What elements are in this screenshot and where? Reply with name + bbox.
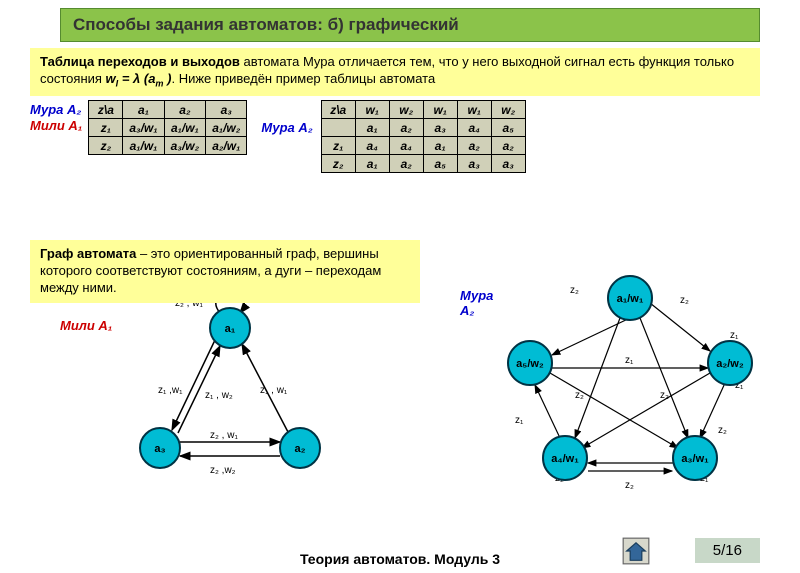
- svg-text:a₂: a₂: [294, 443, 305, 455]
- svg-text:z₂ , w₁: z₂ , w₁: [210, 430, 238, 441]
- description-box: Таблица переходов и выходов автомата Мур…: [30, 48, 760, 96]
- svg-text:z₂: z₂: [570, 285, 579, 296]
- mealy-graph: z₂ , w₁ z₁ ,w₁ z₁ , w₂ z₁ , w₁ z₂ , w₁ z…: [120, 298, 380, 508]
- mili-graph-label: Мили A₁: [60, 318, 112, 333]
- mura-label-2: Мура A₂: [261, 120, 312, 135]
- svg-text:z₁: z₁: [730, 330, 739, 341]
- table-mura: z\aw₁w₂w₁w₁w₂a₁a₂a₃a₄a₅z₁a₄a₄a₁a₂a₂z₂a₁a…: [321, 100, 526, 173]
- page-number: 5/16: [695, 538, 760, 563]
- svg-text:z₂: z₂: [575, 390, 584, 401]
- tables-row: Мура A₂ Мили A₁ z\aa₁a₂a₃z₁a₃/w₁a₁/w₁a₁/…: [30, 100, 800, 173]
- svg-text:z₁: z₁: [515, 415, 524, 426]
- table-mili: z\aa₁a₂a₃z₁a₃/w₁a₁/w₁a₁/w₂z₂a₁/w₁a₃/w₂a₂…: [88, 100, 247, 155]
- graph-definition-note: Граф автомата – это ориентированный граф…: [30, 240, 420, 303]
- svg-text:z₁ ,w₁: z₁ ,w₁: [158, 385, 183, 396]
- page-title: Способы задания автоматов: б) графически…: [60, 8, 760, 42]
- svg-text:a₃/w₁: a₃/w₁: [681, 453, 709, 465]
- svg-text:z₂ ,w₂: z₂ ,w₂: [210, 465, 236, 476]
- svg-text:a₂/w₂: a₂/w₂: [716, 358, 744, 370]
- left-labels: Мура A₂ Мили A₁: [30, 102, 82, 133]
- svg-text:z₂: z₂: [660, 390, 669, 401]
- home-icon[interactable]: [622, 537, 650, 565]
- svg-text:z₁: z₁: [625, 355, 634, 366]
- mura-label-1: Мура A₂: [30, 102, 82, 117]
- svg-text:a₅/w₂: a₅/w₂: [516, 358, 544, 370]
- svg-text:z₂: z₂: [718, 425, 727, 436]
- svg-text:a₄/w₁: a₄/w₁: [551, 453, 579, 465]
- svg-text:a₁: a₁: [225, 323, 236, 335]
- svg-text:a₃: a₃: [154, 443, 165, 455]
- svg-text:z₂: z₂: [680, 295, 689, 306]
- mili-label-1: Мили A₁: [30, 118, 82, 133]
- svg-text:z₂: z₂: [625, 480, 634, 491]
- moore-graph: z₂ z₂ z₁ z₁ z₂ z₁ z₂ z₂ z₁ z₂ z₂ z₁ a₁/w…: [500, 273, 780, 503]
- svg-text:z₁ , w₂: z₁ , w₂: [205, 390, 233, 401]
- svg-text:a₁/w₁: a₁/w₁: [617, 293, 644, 305]
- svg-text:z₁ , w₁: z₁ , w₁: [260, 385, 288, 396]
